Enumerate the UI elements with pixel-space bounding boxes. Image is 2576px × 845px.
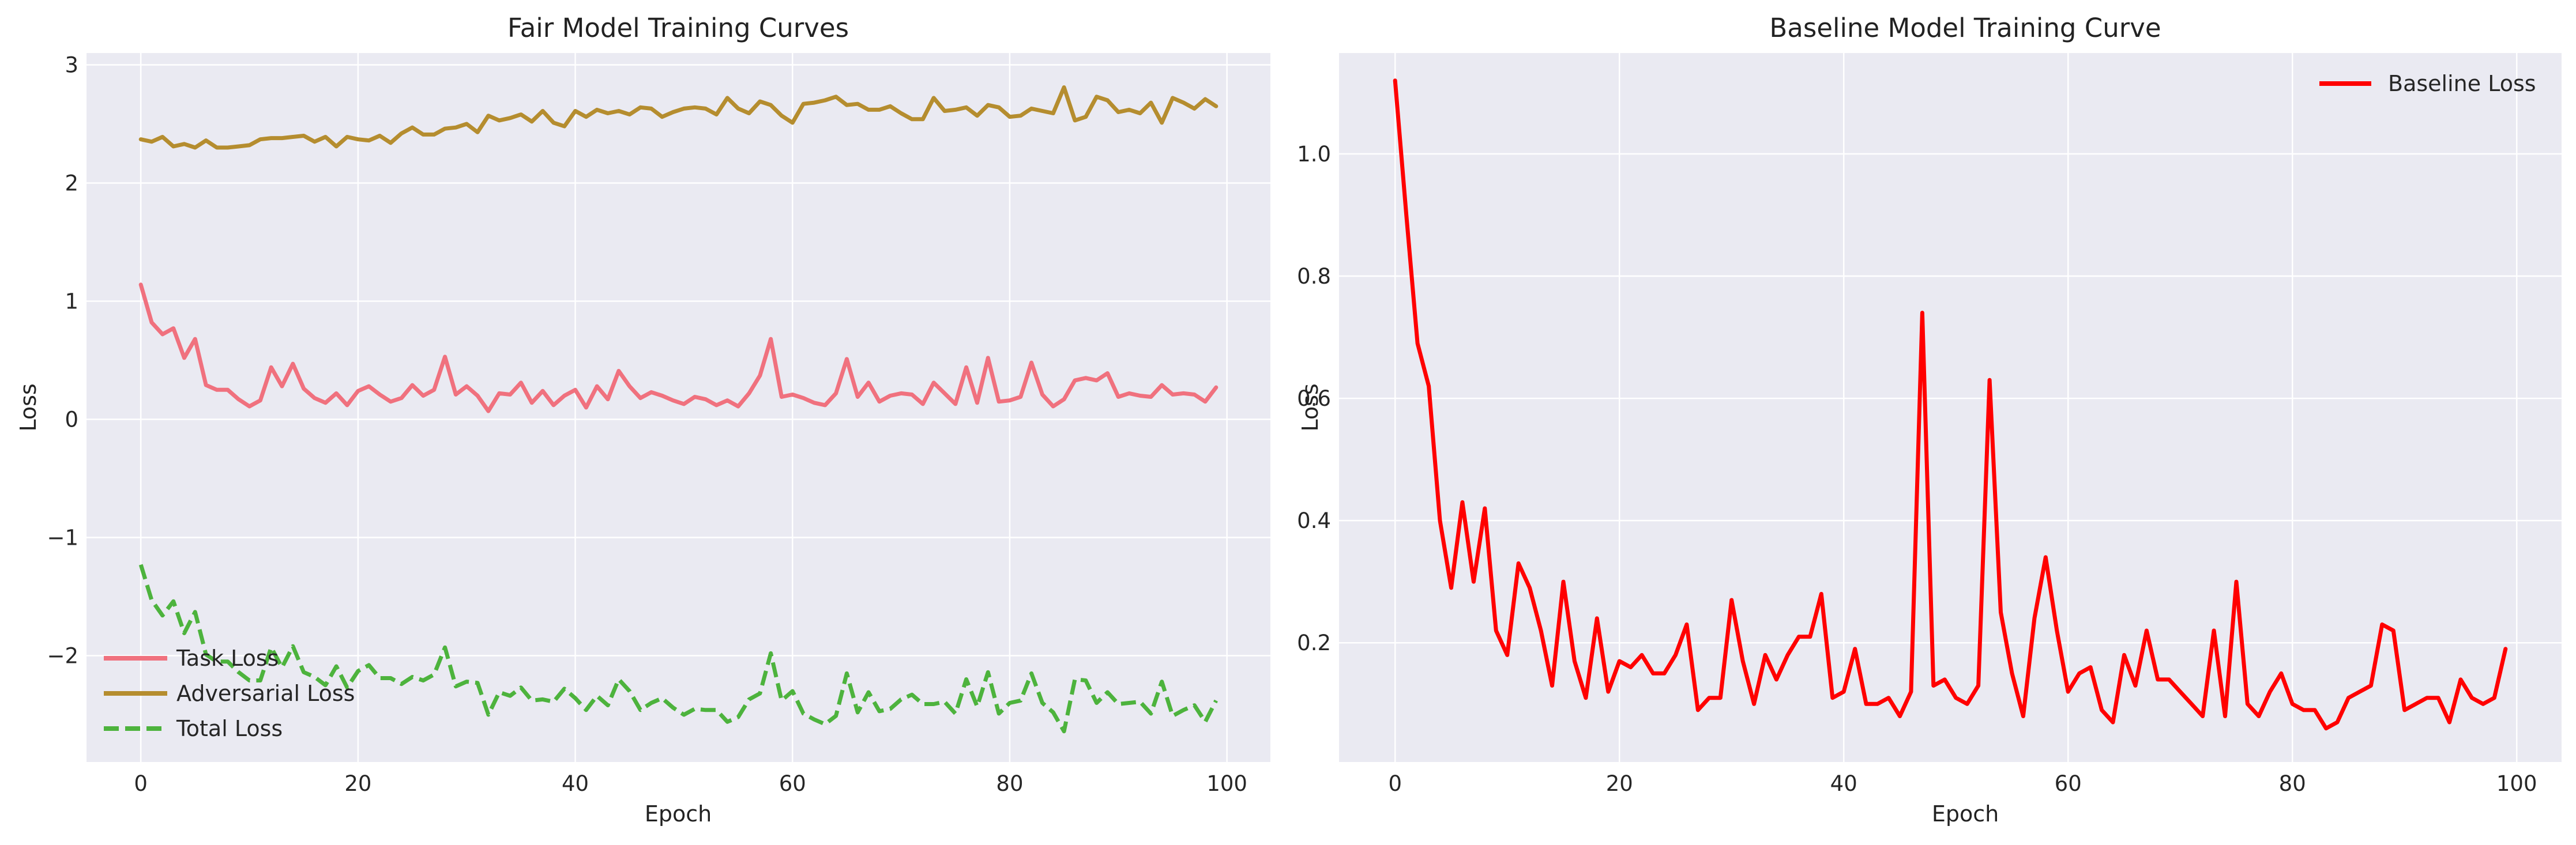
series-line-baseline-loss (1393, 78, 2508, 731)
legend-label: Total Loss (176, 716, 283, 741)
legend-label: Adversarial Loss (176, 681, 355, 706)
x-tick-label: 0 (134, 771, 148, 796)
y-tick-label: 2 (65, 171, 78, 196)
x-tick-label: 20 (344, 771, 371, 796)
x-tick-label: 80 (2279, 771, 2306, 796)
series-line-task-loss (138, 282, 1219, 413)
y-tick-label: 0.8 (1297, 264, 1331, 289)
y-tick-label: 0.2 (1297, 631, 1331, 655)
series-group (1393, 78, 2508, 731)
x-tick-label: 80 (996, 771, 1023, 796)
x-tick-label: 20 (1606, 771, 1633, 796)
series-line-adversarial-loss (138, 85, 1219, 150)
legend-label: Task Loss (176, 646, 279, 671)
legend-item-total-loss: Total Loss (104, 716, 283, 741)
panel-fair-model: Fair Model Training Curves −2 −1 0 1 2 3 0 20 4… (16, 13, 1270, 827)
x-tick-label: 60 (779, 771, 806, 796)
legend: Baseline Loss (2319, 71, 2536, 96)
x-tick-label: 40 (1830, 771, 1857, 796)
y-tick-label: 1 (65, 289, 78, 314)
y-tick-label: 0.6 (1297, 386, 1331, 411)
y-tick-label: 0 (65, 408, 78, 432)
x-axis-label: Epoch (645, 801, 712, 827)
series-line-total-loss (138, 564, 1218, 734)
series-group (138, 85, 1219, 734)
legend: Task Loss Adversarial Loss Total Loss (104, 646, 355, 741)
legend-item-baseline-loss: Baseline Loss (2319, 71, 2536, 96)
grid-lines (87, 53, 1270, 762)
y-tick-label: 1.0 (1297, 142, 1331, 167)
x-tick-label: 40 (562, 771, 589, 796)
x-tick-label: 0 (1388, 771, 1402, 796)
y-tick-label: −2 (47, 644, 78, 669)
x-tick-label: 60 (2055, 771, 2082, 796)
y-tick-labels: 0.2 0.4 0.6 0.8 1.0 (1297, 142, 1331, 655)
legend-item-task-loss: Task Loss (104, 646, 279, 671)
legend-label: Baseline Loss (2388, 71, 2536, 96)
y-axis-label: Loss (1298, 383, 1323, 431)
chart-title: Fair Model Training Curves (507, 13, 849, 43)
y-tick-label: 3 (65, 53, 78, 78)
y-tick-label: 0.4 (1297, 508, 1331, 533)
x-tick-labels: 0 20 40 60 80 100 (1388, 771, 2537, 796)
plot-area (87, 53, 1270, 762)
chart-title: Baseline Model Training Curve (1769, 13, 2161, 43)
y-tick-labels: −2 −1 0 1 2 3 (47, 53, 78, 669)
x-axis-label: Epoch (1932, 801, 1999, 827)
x-tick-label: 100 (1206, 771, 1247, 796)
x-tick-label: 100 (2496, 771, 2537, 796)
y-axis-label: Loss (16, 383, 41, 431)
panel-baseline-model: Baseline Model Training Curve 0.20.40.60… (1297, 13, 2562, 827)
x-tick-labels: 0 20 40 60 80 100 (134, 771, 1247, 796)
legend-item-adversarial-loss: Adversarial Loss (104, 681, 355, 706)
y-tick-label: −1 (47, 526, 78, 550)
